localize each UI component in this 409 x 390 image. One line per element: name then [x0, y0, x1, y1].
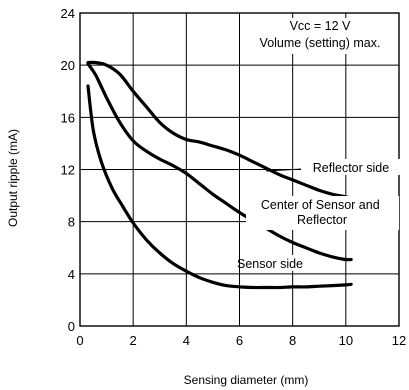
- y-tick-label: 4: [68, 267, 75, 282]
- series-labels: Reflector side Center of Sensor and Refl…: [237, 159, 400, 271]
- annotation-background: [244, 18, 396, 54]
- x-axis-title: Sensing diameter (mm): [184, 373, 309, 387]
- label-bg-reflector-side: [301, 159, 400, 175]
- series-label-center: Center of Sensor and Reflector: [261, 198, 383, 227]
- curve-reflector-side: [86, 60, 353, 200]
- annotation-volume: Volume (setting) max.: [260, 36, 381, 50]
- curve-sensor-side: [86, 84, 353, 290]
- x-tick-label: 12: [392, 333, 406, 348]
- leader-reflector-side: [265, 168, 303, 172]
- x-tick-label: 8: [289, 333, 296, 348]
- curves: [86, 60, 353, 290]
- label-bg-sensor-side: [240, 255, 301, 271]
- y-axis-title: Output ripple (mA): [6, 129, 20, 227]
- x-tick-label: 2: [130, 333, 137, 348]
- x-tick-label: 0: [76, 333, 83, 348]
- y-tick-label: 16: [61, 110, 75, 125]
- x-tick-label: 10: [339, 333, 353, 348]
- series-label-sensor-side: Sensor side: [237, 257, 303, 271]
- y-tick-label: 24: [61, 6, 75, 21]
- curve-center: [86, 62, 353, 262]
- y-tick-label: 8: [68, 215, 75, 230]
- y-tick-label: 20: [61, 58, 75, 73]
- x-tick-label: 4: [183, 333, 190, 348]
- annotation-vcc: Vcc = 12 V: [290, 19, 351, 33]
- series-label-reflector-side: Reflector side: [313, 161, 389, 175]
- condition-annotation: Vcc = 12 V Volume (setting) max.: [244, 18, 396, 54]
- label-bg-center: [246, 196, 399, 230]
- y-tick-label: 12: [61, 163, 75, 178]
- x-tick-label: 6: [236, 333, 243, 348]
- y-tick-label: 0: [68, 319, 75, 334]
